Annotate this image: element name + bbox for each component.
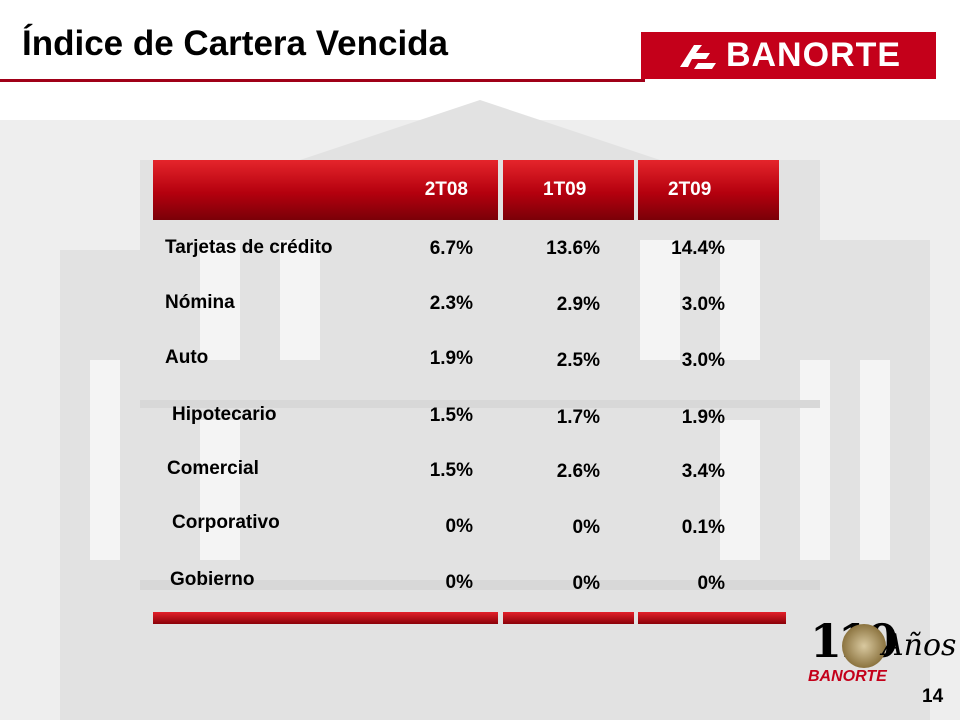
cell-hipotecario-2t09: 1.9% bbox=[681, 407, 725, 428]
column-header-label: 2T08 bbox=[424, 179, 468, 200]
row-label-tarjetas: Tarjetas de crédito bbox=[165, 237, 333, 258]
column-header-label: 2T09 bbox=[668, 179, 712, 200]
page-title: Índice de Cartera Vencida bbox=[22, 24, 449, 63]
anniversary-seal-icon bbox=[842, 624, 886, 668]
cell-corporativo-2t09: 0.1% bbox=[681, 517, 725, 538]
column-header-2t08: 2T08 bbox=[153, 160, 498, 220]
anniversary-logo: 110 Años BANORTE bbox=[806, 610, 956, 690]
cell-auto-1t09: 2.5% bbox=[556, 350, 600, 371]
cell-auto-2t08: 1.9% bbox=[429, 348, 473, 369]
cell-comercial-1t09: 2.6% bbox=[556, 461, 600, 482]
page-number: 14 bbox=[922, 686, 944, 707]
cell-nomina-2t09: 3.0% bbox=[681, 294, 725, 315]
cell-nomina-1t09: 2.9% bbox=[556, 294, 600, 315]
anniversary-word: Años bbox=[882, 628, 957, 663]
cell-tarjetas-2t09: 14.4% bbox=[671, 238, 725, 259]
column-header-1t09: 1T09 bbox=[503, 160, 634, 220]
cell-auto-2t09: 3.0% bbox=[681, 350, 725, 371]
anniversary-brand: BANORTE bbox=[808, 668, 887, 685]
banorte-logo: BANORTE bbox=[641, 32, 936, 79]
table-bottom-bar-2t08 bbox=[153, 612, 498, 624]
row-label-nomina: Nómina bbox=[165, 292, 235, 313]
cell-corporativo-2t08: 0% bbox=[445, 516, 473, 537]
row-label-auto: Auto bbox=[165, 347, 209, 368]
building-background bbox=[0, 100, 960, 720]
banorte-logo-icon bbox=[679, 44, 716, 69]
title-underline bbox=[0, 79, 645, 82]
cell-comercial-2t08: 1.5% bbox=[429, 460, 473, 481]
row-label-comercial: Comercial bbox=[167, 458, 259, 479]
table-bottom-bar-1t09 bbox=[503, 612, 634, 624]
cell-gobierno-2t09: 0% bbox=[697, 573, 725, 594]
cell-hipotecario-2t08: 1.5% bbox=[429, 405, 473, 426]
cell-hipotecario-1t09: 1.7% bbox=[556, 407, 600, 428]
column-header-2t09: 2T09 bbox=[638, 160, 779, 220]
table-bottom-bar-2t09 bbox=[638, 612, 786, 624]
row-label-corporativo: Corporativo bbox=[172, 512, 280, 533]
cell-corporativo-1t09: 0% bbox=[572, 517, 600, 538]
cell-gobierno-2t08: 0% bbox=[445, 572, 473, 593]
row-label-gobierno: Gobierno bbox=[170, 569, 255, 590]
cell-gobierno-1t09: 0% bbox=[572, 573, 600, 594]
row-label-hipotecario: Hipotecario bbox=[172, 404, 277, 425]
cell-comercial-2t09: 3.4% bbox=[681, 461, 725, 482]
cell-nomina-2t08: 2.3% bbox=[429, 293, 473, 314]
column-header-label: 1T09 bbox=[543, 179, 587, 200]
cell-tarjetas-1t09: 13.6% bbox=[546, 238, 600, 259]
cell-tarjetas-2t08: 6.7% bbox=[429, 238, 473, 259]
brand-name: BANORTE bbox=[725, 36, 902, 74]
